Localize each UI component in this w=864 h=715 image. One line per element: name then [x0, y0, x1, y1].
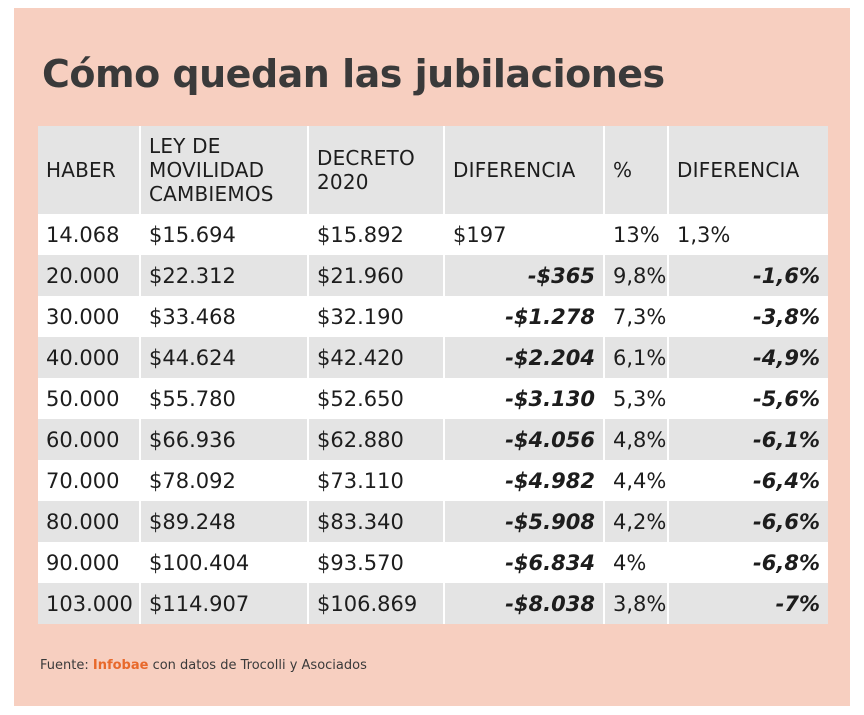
cell-diferencia-percent: -1,6%	[668, 255, 828, 296]
cell-decreto: $15.892	[308, 214, 445, 255]
cell-percent: 4,4%	[604, 460, 669, 501]
infographic-card: Cómo quedan las jubilaciones HABER LEY D…	[14, 8, 850, 706]
pension-table: HABER LEY DE MOVILIDAD CAMBIEMOS DECRETO…	[38, 126, 828, 624]
cell-haber: 70.000	[38, 460, 141, 501]
cell-diferencia: -$5.908	[444, 501, 605, 542]
cell-diferencia-percent: -6,6%	[668, 501, 828, 542]
cell-percent: 5,3%	[604, 378, 669, 419]
cell-decreto: $106.869	[308, 583, 445, 624]
cell-haber: 20.000	[38, 255, 141, 296]
header-diferencia-percent: DIFERENCIA	[668, 126, 828, 214]
cell-haber: 14.068	[38, 214, 141, 255]
table-row: 90.000 $100.404 $93.570 -$6.834 4% -6,8%	[38, 542, 828, 583]
cell-haber: 30.000	[38, 296, 141, 337]
cell-percent: 4,8%	[604, 419, 669, 460]
header-ley-movilidad: LEY DE MOVILIDAD CAMBIEMOS	[140, 126, 309, 214]
cell-percent: 3,8%	[604, 583, 669, 624]
source-prefix: Fuente:	[40, 658, 93, 673]
cell-ley-movilidad: $22.312	[140, 255, 309, 296]
cell-diferencia: -$8.038	[444, 583, 605, 624]
cell-diferencia: -$6.834	[444, 542, 605, 583]
table-row: 60.000 $66.936 $62.880 -$4.056 4,8% -6,1%	[38, 419, 828, 460]
header-percent: %	[604, 126, 669, 214]
table-row: 80.000 $89.248 $83.340 -$5.908 4,2% -6,6%	[38, 501, 828, 542]
cell-ley-movilidad: $114.907	[140, 583, 309, 624]
header-haber: HABER	[38, 126, 141, 214]
cell-diferencia: -$2.204	[444, 337, 605, 378]
cell-diferencia-percent: -3,8%	[668, 296, 828, 337]
cell-haber: 103.000	[38, 583, 141, 624]
cell-haber: 80.000	[38, 501, 141, 542]
page-title: Cómo quedan las jubilaciones	[42, 52, 665, 96]
table-row: 70.000 $78.092 $73.110 -$4.982 4,4% -6,4%	[38, 460, 828, 501]
cell-diferencia: -$4.056	[444, 419, 605, 460]
cell-ley-movilidad: $100.404	[140, 542, 309, 583]
header-decreto: DECRETO 2020	[308, 126, 445, 214]
cell-diferencia-percent: -6,8%	[668, 542, 828, 583]
header-diferencia: DIFERENCIA	[444, 126, 605, 214]
cell-percent: 6,1%	[604, 337, 669, 378]
cell-diferencia: -$365	[444, 255, 605, 296]
cell-decreto: $42.420	[308, 337, 445, 378]
cell-diferencia-percent: -6,1%	[668, 419, 828, 460]
cell-haber: 60.000	[38, 419, 141, 460]
source-suffix: con datos de Trocolli y Asociados	[148, 658, 367, 673]
cell-diferencia-percent: -7%	[668, 583, 828, 624]
table-row: 50.000 $55.780 $52.650 -$3.130 5,3% -5,6%	[38, 378, 828, 419]
cell-haber: 40.000	[38, 337, 141, 378]
cell-diferencia-percent: -4,9%	[668, 337, 828, 378]
cell-ley-movilidad: $55.780	[140, 378, 309, 419]
cell-haber: 50.000	[38, 378, 141, 419]
cell-decreto: $52.650	[308, 378, 445, 419]
table-row: 40.000 $44.624 $42.420 -$2.204 6,1% -4,9%	[38, 337, 828, 378]
cell-decreto: $73.110	[308, 460, 445, 501]
cell-percent: 4,2%	[604, 501, 669, 542]
cell-diferencia: -$4.982	[444, 460, 605, 501]
cell-decreto: $93.570	[308, 542, 445, 583]
cell-percent: 13%	[604, 214, 669, 255]
table-header-row: HABER LEY DE MOVILIDAD CAMBIEMOS DECRETO…	[38, 126, 828, 214]
source-note: Fuente: Infobae con datos de Trocolli y …	[40, 658, 367, 673]
cell-ley-movilidad: $66.936	[140, 419, 309, 460]
cell-ley-movilidad: $89.248	[140, 501, 309, 542]
cell-decreto: $83.340	[308, 501, 445, 542]
cell-decreto: $32.190	[308, 296, 445, 337]
table-row: 20.000 $22.312 $21.960 -$365 9,8% -1,6%	[38, 255, 828, 296]
cell-diferencia: -$1.278	[444, 296, 605, 337]
cell-percent: 9,8%	[604, 255, 669, 296]
cell-ley-movilidad: $78.092	[140, 460, 309, 501]
cell-diferencia-percent: -5,6%	[668, 378, 828, 419]
cell-decreto: $62.880	[308, 419, 445, 460]
cell-ley-movilidad: $15.694	[140, 214, 309, 255]
cell-percent: 7,3%	[604, 296, 669, 337]
cell-diferencia: -$3.130	[444, 378, 605, 419]
cell-percent: 4%	[604, 542, 669, 583]
source-brand: Infobae	[92, 658, 149, 673]
cell-ley-movilidad: $44.624	[140, 337, 309, 378]
cell-decreto: $21.960	[308, 255, 445, 296]
cell-ley-movilidad: $33.468	[140, 296, 309, 337]
cell-haber: 90.000	[38, 542, 141, 583]
table-row: 30.000 $33.468 $32.190 -$1.278 7,3% -3,8%	[38, 296, 828, 337]
table-row: 103.000 $114.907 $106.869 -$8.038 3,8% -7%	[38, 583, 828, 624]
cell-diferencia-percent: -6,4%	[668, 460, 828, 501]
cell-diferencia: $197	[444, 214, 605, 255]
table-row: 14.068 $15.694 $15.892 $197 13% 1,3%	[38, 214, 828, 255]
cell-diferencia-percent: 1,3%	[668, 214, 828, 255]
